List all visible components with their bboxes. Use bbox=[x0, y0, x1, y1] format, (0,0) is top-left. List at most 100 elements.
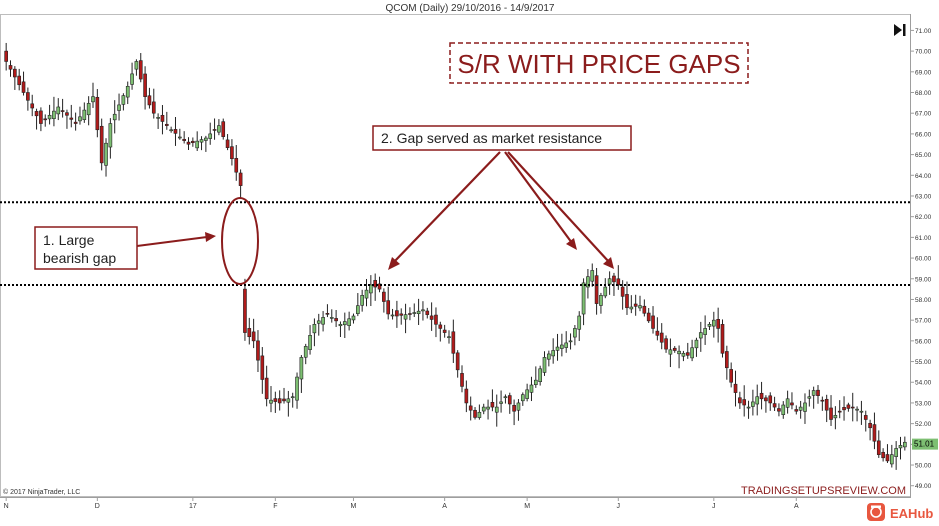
candle-body bbox=[824, 398, 829, 411]
candle-body bbox=[164, 123, 169, 126]
candle-body bbox=[147, 95, 152, 106]
candle-body bbox=[664, 338, 668, 350]
candle-body bbox=[65, 112, 69, 116]
candle-body bbox=[516, 402, 521, 411]
time-tick-label: N bbox=[4, 503, 9, 510]
gap-annotation-arrowhead bbox=[205, 232, 216, 242]
candle-body bbox=[586, 276, 590, 288]
candle-body bbox=[573, 328, 577, 338]
candle-body bbox=[178, 136, 182, 139]
candle-body bbox=[225, 139, 230, 148]
candle-body bbox=[369, 284, 373, 294]
price-tick-label: 52.00 bbox=[915, 421, 932, 428]
time-tick-label: M bbox=[524, 503, 530, 510]
time-tick-label: 17 bbox=[189, 503, 197, 510]
candle-body bbox=[99, 125, 104, 164]
candle-body bbox=[303, 346, 308, 358]
candle-body bbox=[243, 288, 247, 333]
price-tick-label: 61.00 bbox=[915, 235, 932, 242]
candle-body bbox=[711, 319, 716, 327]
price-tick-label: 57.00 bbox=[915, 318, 932, 325]
candle-body bbox=[47, 114, 52, 120]
price-tick-label: 64.00 bbox=[915, 173, 932, 180]
candle-body bbox=[507, 395, 512, 405]
candle-body bbox=[560, 344, 564, 349]
candle-body bbox=[356, 305, 360, 314]
candle-body bbox=[503, 396, 508, 399]
candle-body bbox=[182, 138, 186, 141]
gap-annotation-arrow bbox=[136, 236, 208, 247]
price-tick-label: 66.00 bbox=[915, 131, 932, 138]
skip-to-end-icon[interactable] bbox=[894, 24, 906, 36]
candle-body bbox=[599, 295, 603, 306]
candle-body bbox=[520, 394, 525, 402]
candle-body bbox=[655, 330, 660, 336]
brand-name: EAHub bbox=[890, 506, 933, 521]
candle-body bbox=[533, 379, 538, 386]
candle-body bbox=[52, 110, 56, 119]
candle-body bbox=[742, 399, 747, 406]
price-tick-label: 49.00 bbox=[915, 483, 932, 490]
candle-body bbox=[273, 398, 278, 402]
candle-body bbox=[403, 314, 408, 320]
price-tick-label: 70.00 bbox=[915, 49, 932, 56]
candle-body bbox=[329, 317, 334, 319]
price-tick-label: 60.00 bbox=[915, 256, 932, 263]
candle-body bbox=[460, 373, 464, 387]
candle-body bbox=[790, 402, 794, 406]
candle-body bbox=[186, 141, 191, 145]
candle-body bbox=[143, 73, 147, 97]
candle-body bbox=[473, 409, 477, 418]
candle-body bbox=[746, 406, 751, 409]
candle-body bbox=[256, 340, 260, 361]
candle-body bbox=[651, 315, 655, 329]
candle-body bbox=[889, 454, 894, 465]
candle-body bbox=[121, 95, 126, 105]
chart-title: S/R WITH PRICE GAPS bbox=[457, 49, 740, 79]
price-tick-label: 56.00 bbox=[915, 338, 932, 345]
price-tick-label: 54.00 bbox=[915, 380, 932, 387]
chart-header-title: QCOM (Daily) 29/10/2016 - 14/9/2017 bbox=[386, 3, 555, 14]
candle-body bbox=[894, 448, 898, 457]
candle-body bbox=[290, 396, 295, 399]
candle-body bbox=[716, 318, 720, 329]
candle-body bbox=[386, 300, 391, 315]
candle-body bbox=[60, 110, 65, 112]
candle-body bbox=[629, 306, 634, 310]
candle-body bbox=[725, 351, 729, 369]
candle-body bbox=[846, 404, 851, 409]
candle-body bbox=[408, 313, 412, 315]
candle-body bbox=[685, 352, 690, 356]
candle-body bbox=[173, 129, 178, 134]
candle-body bbox=[334, 318, 338, 322]
candle-body bbox=[169, 129, 173, 132]
candle-body bbox=[160, 114, 165, 122]
candle-body bbox=[125, 85, 130, 98]
candle-body bbox=[260, 355, 265, 380]
candle-body bbox=[668, 349, 673, 355]
candle-body bbox=[807, 396, 812, 399]
price-tick-label: 69.00 bbox=[915, 69, 932, 76]
candle-body bbox=[264, 377, 269, 400]
candle-body bbox=[156, 117, 160, 119]
time-tick-label: J bbox=[617, 503, 621, 510]
candle-body bbox=[616, 278, 621, 286]
candle-body bbox=[759, 392, 764, 400]
candle-body bbox=[395, 310, 399, 317]
candle-body bbox=[499, 401, 503, 404]
time-tick-label: M bbox=[351, 503, 357, 510]
candle-body bbox=[117, 104, 121, 111]
time-axis-ticks: N D 17 F M A M J J A bbox=[4, 497, 799, 510]
candle-body bbox=[13, 68, 17, 78]
candle-body bbox=[421, 309, 425, 312]
candle-body bbox=[794, 409, 799, 412]
candle-body bbox=[529, 384, 534, 393]
time-tick-label: A bbox=[794, 503, 799, 510]
candle-body bbox=[603, 286, 608, 297]
candle-body bbox=[512, 405, 516, 412]
candle-body bbox=[104, 142, 108, 166]
candle-body bbox=[733, 383, 738, 393]
candle-body bbox=[568, 340, 573, 343]
candle-body bbox=[885, 454, 890, 462]
gap-annotation-line2: bearish gap bbox=[43, 250, 116, 266]
